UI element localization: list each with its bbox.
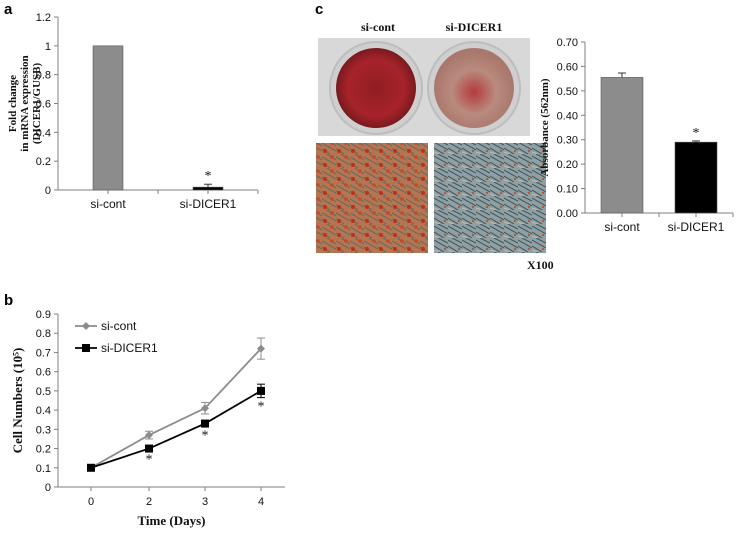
y-tick-label: 1 [45,41,51,53]
y-axis-label: Cell Numbers (10⁵) [10,348,25,454]
y-axis-label: Fold change [7,75,19,132]
series-line-si-cont [90,347,262,469]
y-tick-label: 0.20 [557,159,578,171]
plate-label-si-cont: si-cont [361,20,395,34]
bar-si-dicer1 [674,141,718,214]
y-tick-label: 0.60 [557,61,578,73]
y-tick-label: 0.70 [557,37,578,49]
panel-letter-b: b [4,292,13,309]
y-tick-label: 0 [45,185,51,197]
data-point-si-cont [201,404,209,413]
significance-marker: * [693,126,700,141]
data-point-si-dicer1 [257,386,265,395]
data-point-si-dicer1 [145,444,153,453]
y-axis-label: in mRNA expression [19,55,31,151]
plate-label-si-dicer1: si-DICER1 [446,20,503,34]
significance-marker: * [146,452,153,467]
well-si-cont [336,48,416,128]
y-tick-label: 0 [45,482,51,494]
y-tick-label: 0.8 [36,70,51,82]
legend-entry-si-cont: si-cont [101,319,137,333]
bar-si-dicer1 [192,186,224,191]
chart-c-absorbance: 0.00 0.10 0.20 0.30 0.40 0.50 0.60 0.70 si-cont s… [539,37,734,234]
y-tick-label: 0.40 [557,110,578,122]
y-tick-label: 0.2 [36,444,51,456]
y-tick-label: 0.8 [36,328,51,340]
y-tick-label: 0.7 [36,347,51,359]
x-category-label: si-cont [90,197,126,211]
micrograph-si-cont [316,143,428,253]
bar-si-cont [600,77,644,214]
x-tick-label: 3 [202,496,208,508]
significance-marker: * [205,169,212,184]
x-category-label: si-cont [604,220,640,234]
data-point-si-dicer1 [87,463,95,472]
y-tick-label: 0.00 [557,208,578,220]
y-tick-label: 0.30 [557,135,578,147]
y-tick-label: 0.4 [36,127,51,139]
well-si-dicer1 [434,48,514,128]
y-tick-label: 0.2 [36,156,51,168]
bar-si-cont [92,45,124,191]
data-point-si-dicer1 [201,419,209,428]
y-tick-label: 0.6 [36,99,51,111]
data-point-si-cont [257,344,265,353]
micrograph-si-dicer1 [434,143,546,253]
x-category-label: si-DICER1 [180,197,237,211]
y-tick-label: 0.5 [36,386,51,398]
y-tick-label: 0.4 [36,405,51,417]
y-tick-label: 0.6 [36,367,51,379]
x-tick-label: 2 [146,496,152,508]
y-axis-label: Absorbance (562nm) [539,78,551,176]
y-tick-label: 0.10 [557,184,578,196]
legend-entry-si-dicer1: si-DICER1 [101,341,158,355]
y-tick-label: 1.2 [36,12,51,24]
significance-marker: * [202,428,209,443]
legend-marker [82,322,90,330]
significance-marker: * [258,400,265,415]
x-tick-label: 4 [258,496,264,508]
series-line-si-dicer1 [90,390,262,469]
chart-a-mrna-expression: 0 0.2 0.4 0.6 0.8 1 1.2 si-cont si-DICER1 * Fold c… [7,12,259,211]
panel-letter-c: c [315,1,323,18]
magnification-label: X100 [527,258,554,272]
y-axis-label: (DICER1/GUSB) [31,63,43,145]
y-tick-label: 0.9 [36,309,51,321]
y-tick-label: 0.3 [36,424,51,436]
y-tick-label: 0.50 [557,86,578,98]
x-tick-label: 0 [88,496,94,508]
y-tick-label: 0.1 [36,463,51,475]
chart-b-cell-growth: 0 0.1 0.2 0.3 0.4 0.5 0.6 0.7 0.8 0.9 0 2 3 4 Time (Da… [10,309,285,528]
staining-photos: si-cont si-DICER1 X100 [316,20,554,272]
panel-letter-a: a [4,1,13,18]
data-point-si-cont [145,431,153,440]
legend-marker [82,344,90,352]
x-axis-label: Time (Days) [137,513,205,528]
x-category-label: si-DICER1 [668,220,725,234]
